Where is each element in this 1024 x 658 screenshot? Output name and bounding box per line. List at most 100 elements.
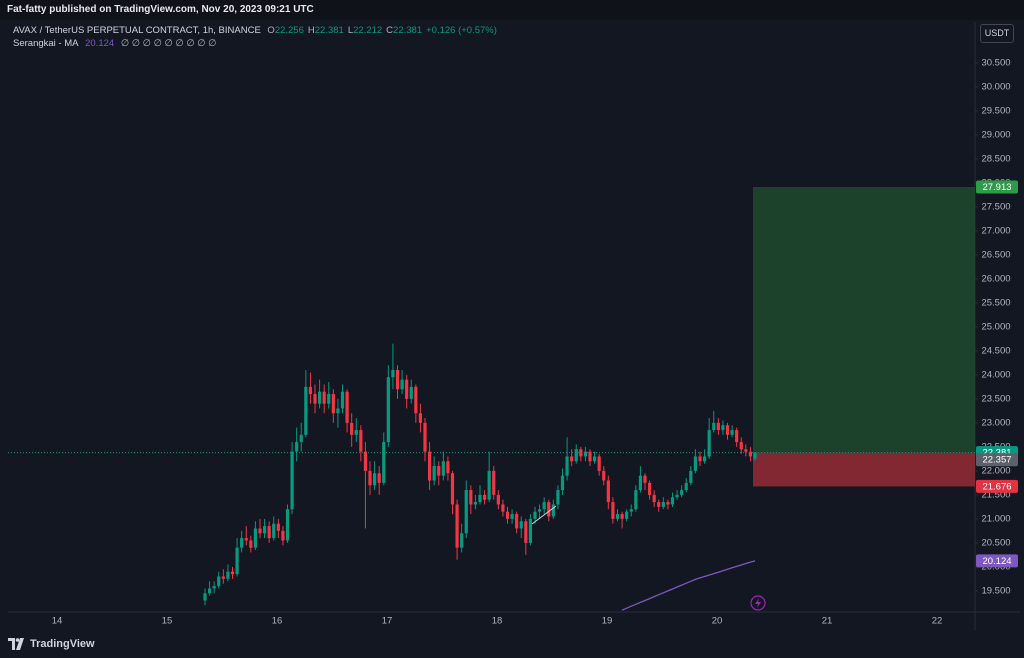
candle-body bbox=[702, 456, 707, 462]
x-tick-label: 16 bbox=[272, 616, 283, 627]
brand: TradingView bbox=[30, 638, 95, 650]
candle-body bbox=[615, 514, 620, 519]
candle-body bbox=[565, 456, 569, 476]
indicator-name: Serangkai - MA bbox=[13, 38, 79, 49]
candle-body bbox=[253, 528, 258, 548]
candle-body bbox=[592, 456, 597, 462]
candle-body bbox=[400, 379, 404, 390]
candle-body bbox=[482, 494, 487, 500]
ohlc-value: 22.256 bbox=[274, 25, 304, 36]
candle-body bbox=[354, 430, 358, 435]
candle-body bbox=[602, 470, 606, 481]
candle-body bbox=[721, 425, 725, 431]
ohlc-label: H bbox=[307, 25, 315, 36]
candle-body bbox=[432, 466, 436, 481]
candle-body bbox=[258, 528, 262, 534]
price-badge-label: 22.357 bbox=[982, 455, 1011, 466]
y-tick-label: 29.000 bbox=[981, 129, 1010, 140]
change: +0.126 (+0.57%) bbox=[426, 25, 497, 36]
candle-body bbox=[556, 490, 560, 505]
y-tick-label: 26.000 bbox=[981, 273, 1010, 284]
price-badge bbox=[976, 453, 1018, 467]
price-badge-label: 21.676 bbox=[982, 481, 1011, 492]
y-tick-label: 29.500 bbox=[981, 105, 1010, 116]
candle-body bbox=[533, 511, 537, 519]
candle-body bbox=[377, 473, 381, 483]
candle-body bbox=[735, 430, 739, 443]
candle-body bbox=[295, 442, 299, 452]
candle-body bbox=[359, 430, 363, 452]
candle-body bbox=[221, 576, 225, 579]
candle-body bbox=[230, 571, 235, 575]
indicator-params: ∅ ∅ ∅ ∅ ∅ ∅ ∅ ∅ ∅ bbox=[120, 38, 217, 49]
candle-body bbox=[588, 451, 592, 462]
candle-body bbox=[386, 377, 390, 443]
candle-body bbox=[661, 502, 665, 507]
candle-body bbox=[666, 502, 670, 505]
candle-body bbox=[675, 494, 679, 498]
candle-body bbox=[350, 422, 354, 435]
candle-body bbox=[212, 586, 216, 589]
candle-body bbox=[313, 394, 317, 404]
candle-body bbox=[657, 502, 661, 507]
candle-body bbox=[725, 425, 730, 435]
candle-body bbox=[487, 470, 491, 500]
candle-body bbox=[643, 475, 647, 483]
candle-body bbox=[382, 442, 386, 483]
candle-body bbox=[450, 473, 455, 505]
candle-body bbox=[317, 391, 322, 404]
candle-body bbox=[405, 379, 409, 399]
candle-body bbox=[712, 422, 716, 431]
y-tick-label: 28.500 bbox=[981, 153, 1010, 164]
logo bbox=[8, 638, 24, 650]
y-tick-label: 25.000 bbox=[981, 321, 1010, 332]
candle-body bbox=[707, 430, 711, 457]
candle-body bbox=[203, 593, 207, 601]
candle-body bbox=[515, 514, 519, 529]
indicator-legend: Serangkai - MA 20.124 ∅ ∅ ∅ ∅ ∅ ∅ ∅ ∅ ∅ bbox=[13, 38, 220, 49]
candle-body bbox=[730, 430, 734, 435]
candle-body bbox=[478, 494, 482, 503]
ohlc-value: 22.381 bbox=[393, 25, 423, 36]
y-tick-label: 22.000 bbox=[981, 465, 1010, 476]
ohlc-label: C bbox=[386, 25, 394, 36]
candle-body bbox=[670, 497, 675, 505]
candle-body bbox=[372, 473, 377, 486]
ohlc-label: O bbox=[267, 25, 275, 36]
x-tick-label: 21 bbox=[822, 616, 833, 627]
candle-body bbox=[611, 502, 615, 519]
candle-body bbox=[647, 482, 652, 495]
currency-button[interactable]: USDT bbox=[980, 24, 1014, 43]
candle-body bbox=[272, 523, 276, 539]
candle-body bbox=[235, 547, 239, 575]
candle-body bbox=[716, 422, 720, 431]
price-badge bbox=[976, 554, 1018, 568]
candle-body bbox=[336, 408, 340, 414]
candle-body bbox=[570, 456, 574, 462]
candle-body bbox=[409, 386, 413, 399]
x-tick-label: 17 bbox=[382, 616, 393, 627]
price-badge bbox=[976, 479, 1018, 493]
x-tick-label: 14 bbox=[52, 616, 63, 627]
y-tick-label: 19.500 bbox=[981, 585, 1010, 596]
symbol: AVAX / TetherUS PERPETUAL CONTRACT, 1h, … bbox=[13, 25, 261, 36]
candle-body bbox=[244, 538, 248, 541]
candle-body bbox=[299, 434, 303, 443]
x-tick-label: 15 bbox=[162, 616, 173, 627]
candle-body bbox=[528, 518, 533, 543]
candle-body bbox=[345, 391, 349, 423]
price-badge-label: 27.913 bbox=[982, 182, 1011, 193]
ohlc-label: L bbox=[347, 25, 354, 36]
candle-body bbox=[492, 470, 496, 495]
publish-text: Fat-fatty published on TradingView.com, … bbox=[7, 4, 314, 15]
y-tick-label: 23.500 bbox=[981, 393, 1010, 404]
candle-body bbox=[226, 571, 230, 579]
candle-body bbox=[423, 422, 427, 452]
candle-body bbox=[693, 456, 698, 471]
candle-body bbox=[547, 502, 551, 517]
candle-body bbox=[583, 451, 588, 457]
candle-body bbox=[285, 509, 290, 541]
candle-body bbox=[560, 475, 565, 491]
candle-body bbox=[606, 480, 610, 503]
candle-body bbox=[267, 526, 271, 539]
